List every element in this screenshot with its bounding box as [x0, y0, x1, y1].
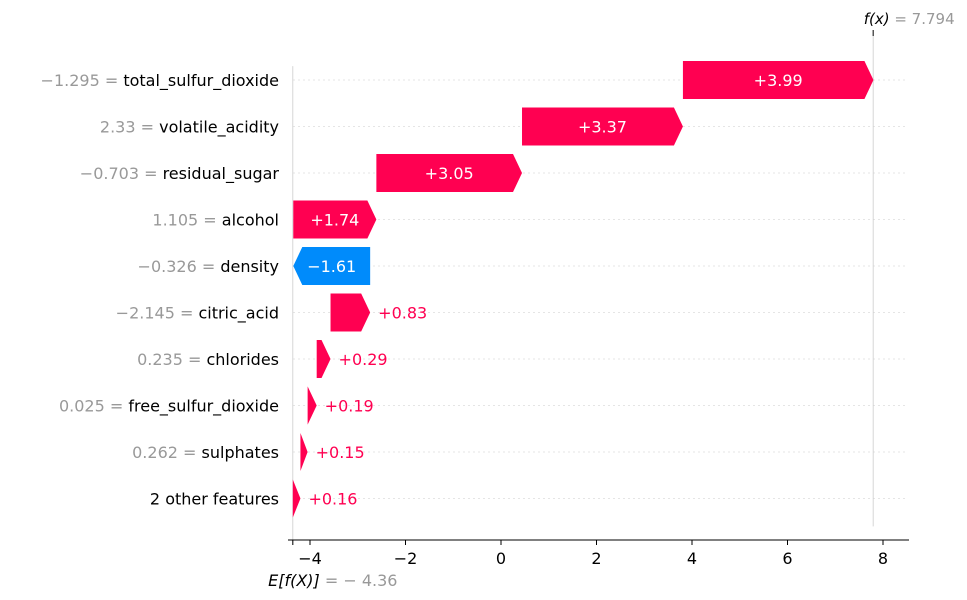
x-tick-label: 6	[782, 549, 792, 568]
feature-label: −0.326 = density	[138, 257, 279, 276]
feature-label: −0.703 = residual_sugar	[80, 164, 280, 184]
feature-label: 0.025 = free_sulfur_dioxide	[59, 397, 279, 417]
feature-value: 0.235 =	[137, 350, 206, 369]
feature-value: −0.703 =	[80, 164, 163, 183]
bar-volatile-acidity	[522, 107, 683, 146]
bar-value-label: +0.19	[325, 397, 374, 416]
bar-value-label: +3.37	[578, 118, 627, 137]
feature-label: 2 other features	[150, 490, 279, 509]
bar-value-label: +3.99	[754, 71, 803, 90]
feature-name: 2 other features	[150, 490, 279, 509]
feature-label: 0.235 = chlorides	[137, 350, 279, 369]
x-tick-label: −2	[394, 549, 418, 568]
bar-density	[293, 247, 371, 285]
bar-citric-acid	[330, 293, 371, 332]
feature-name: residual_sugar	[163, 164, 280, 184]
bar-value-label: +0.83	[378, 304, 427, 323]
feature-name: volatile_acidity	[159, 118, 279, 138]
feature-value: −0.326 =	[138, 257, 221, 276]
feature-value: 2.33 =	[100, 118, 159, 137]
feature-name: total_sulfur_dioxide	[123, 71, 279, 91]
feature-label: 1.105 = alcohol	[152, 211, 279, 230]
x-axis: −4 −2 0 2 4 6 8	[288, 539, 909, 568]
bar-value-label: −1.61	[307, 257, 356, 276]
feature-label: 0.262 = sulphates	[132, 443, 279, 462]
bar-value-label: +1.74	[310, 211, 359, 230]
feature-value: 0.262 =	[132, 443, 201, 462]
bar-chlorides	[316, 340, 331, 378]
feature-name: density	[220, 257, 279, 276]
feature-labels: −1.295 = total_sulfur_dioxide 2.33 = vola…	[41, 71, 280, 509]
bar-sulphates	[300, 433, 308, 471]
bar-alcohol	[293, 200, 377, 239]
feature-value: −1.295 =	[41, 71, 124, 90]
bar-residual-sugar	[376, 154, 523, 192]
feature-name: free_sulfur_dioxide	[128, 397, 279, 417]
feature-name: citric_acid	[198, 304, 279, 324]
base-value-label: E[f(X)] = − 4.36	[268, 571, 397, 590]
grid-lines	[292, 36, 908, 545]
bar-2-other-features	[292, 479, 301, 518]
feature-label: −1.295 = total_sulfur_dioxide	[41, 71, 279, 91]
bar-value-label: +3.05	[425, 164, 474, 183]
x-tick-label: 4	[687, 549, 697, 568]
bar-value-label: +0.15	[316, 443, 365, 462]
feature-value: 0.025 =	[59, 397, 128, 416]
feature-name: chlorides	[206, 350, 279, 369]
feature-value: 1.105 =	[152, 211, 221, 230]
feature-label: −2.145 = citric_acid	[116, 304, 279, 324]
x-tick-label: 2	[591, 549, 601, 568]
feature-name: alcohol	[222, 211, 279, 230]
feature-label: 2.33 = volatile_acidity	[100, 118, 279, 138]
x-tick-label: −4	[298, 549, 322, 568]
output-value-label: f(x) = 7.794	[864, 10, 955, 28]
bar-value-label: +0.16	[308, 490, 357, 509]
feature-value: −2.145 =	[116, 304, 199, 323]
bar-total-sulfur-dioxide	[682, 61, 874, 99]
feature-name: sulphates	[202, 443, 279, 462]
bar-value-label: +0.29	[339, 350, 388, 369]
x-tick-label: 8	[878, 549, 888, 568]
x-tick-label: 0	[496, 549, 506, 568]
annotations: E[f(X)] = − 4.36 f(x) = 7.794	[268, 10, 955, 590]
bars: +3.99 +3.37 +3.05 +1.74 −1.61 +0.83 +0.29 +0.19…	[292, 61, 874, 518]
bar-free-sulfur-dioxide	[307, 386, 317, 425]
